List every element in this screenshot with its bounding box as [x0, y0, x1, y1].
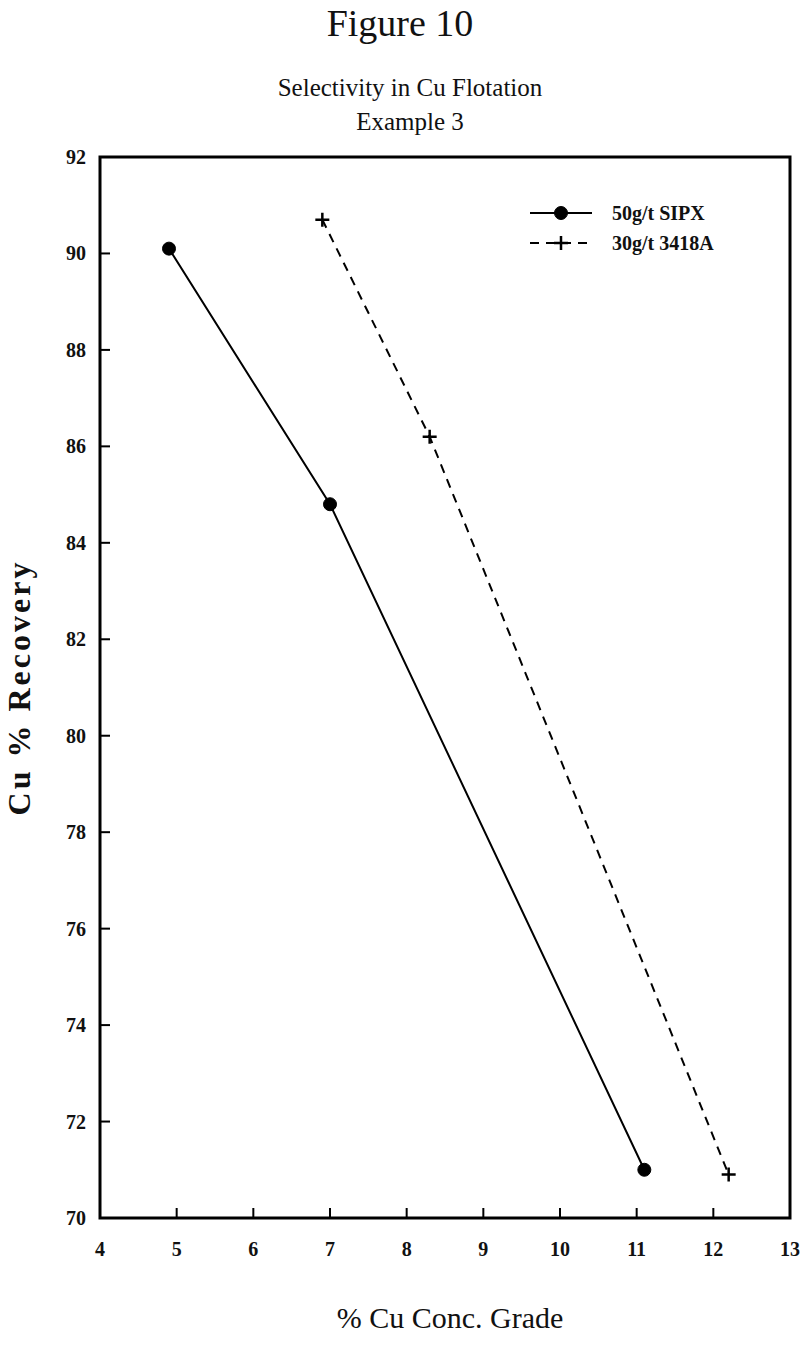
data-point — [163, 242, 176, 255]
y-tick — [100, 928, 110, 930]
y-tick — [100, 735, 110, 737]
data-point — [315, 213, 329, 227]
series-line — [322, 220, 728, 1175]
x-tick-label: 11 — [627, 1238, 646, 1260]
legend-label: 50g/t SIPX — [612, 202, 705, 225]
x-tick — [406, 1208, 408, 1218]
y-tick — [100, 1024, 110, 1026]
subtitle: Example 3 — [356, 108, 464, 135]
y-tick — [100, 156, 110, 158]
plot-area — [163, 213, 736, 1182]
y-tick-label: 88 — [66, 339, 86, 361]
y-tick — [100, 638, 110, 640]
x-tick-label: 7 — [325, 1238, 335, 1260]
x-tick-label: 9 — [478, 1238, 488, 1260]
subtitle: Selectivity in Cu Flotation — [278, 74, 543, 101]
data-point — [722, 1168, 736, 1182]
data-point — [324, 498, 337, 511]
y-tick-label: 84 — [66, 532, 86, 554]
title: Figure 10 — [327, 2, 474, 44]
y-tick-label: 80 — [66, 725, 86, 747]
data-point — [638, 1163, 651, 1176]
x-tick — [789, 1208, 791, 1218]
y-tick — [100, 252, 110, 254]
y-tick-label: 78 — [66, 821, 86, 843]
legend-marker — [554, 236, 568, 250]
y-tick-label: 72 — [66, 1111, 86, 1133]
series-line — [169, 249, 644, 1170]
y-tick-label: 92 — [66, 146, 86, 168]
y-tick — [100, 542, 110, 544]
y-tick — [100, 1217, 110, 1219]
x-tick — [559, 1208, 561, 1218]
x-tick — [482, 1208, 484, 1218]
x-tick-label: 4 — [95, 1238, 105, 1260]
x-tick — [252, 1208, 254, 1218]
y-tick — [100, 1121, 110, 1123]
x-tick-label: 6 — [248, 1238, 258, 1260]
y-tick — [100, 349, 110, 351]
x-tick-label: 10 — [550, 1238, 570, 1260]
x-tick — [636, 1208, 638, 1218]
x-tick — [712, 1208, 714, 1218]
y-tick-label: 76 — [66, 918, 86, 940]
x-tick-label: 8 — [402, 1238, 412, 1260]
x-tick — [99, 1208, 101, 1218]
x-tick-label: 13 — [780, 1238, 800, 1260]
y-tick — [100, 445, 110, 447]
y-tick-label: 82 — [66, 628, 86, 650]
y-axis-label: Cu % Recovery — [1, 560, 37, 816]
x-tick — [176, 1208, 178, 1218]
plot-frame — [100, 157, 790, 1218]
y-tick-label: 74 — [66, 1014, 86, 1036]
chart: Figure 10 Selectivity in Cu Flotation Exam… — [0, 0, 800, 1359]
y-tick-label: 86 — [66, 435, 86, 457]
data-point — [423, 430, 437, 444]
x-tick-label: 12 — [703, 1238, 723, 1260]
x-tick — [329, 1208, 331, 1218]
x-tick-label: 5 — [172, 1238, 182, 1260]
legend-label: 30g/t 3418A — [612, 232, 714, 255]
y-tick-label: 90 — [66, 242, 86, 264]
y-tick — [100, 831, 110, 833]
y-tick-label: 70 — [66, 1207, 86, 1229]
x-axis-label: % Cu Conc. Grade — [337, 1301, 564, 1334]
legend-marker — [555, 207, 568, 220]
